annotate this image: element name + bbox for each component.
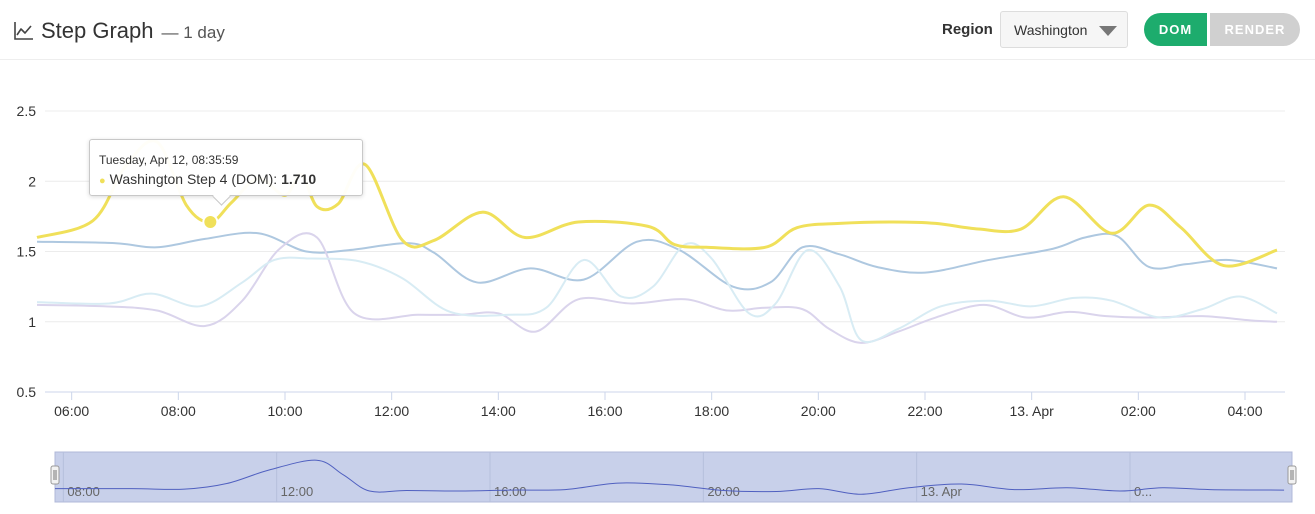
- y-axis: 0.5 1 1.5 2 2.5: [17, 103, 37, 400]
- series-line-2[interactable]: [36, 232, 1278, 344]
- x-axis: 06:00 08:00 10:00 12:00 14:00 16:00 18:00 20:00…: [45, 391, 1285, 419]
- x-tick-label: 20:00: [801, 403, 836, 419]
- x-tick-label: 06:00: [54, 403, 89, 419]
- y-tick-label: 0.5: [17, 384, 37, 400]
- x-tick-label: 10:00: [267, 403, 302, 419]
- tooltip-date: Tuesday, Apr 12, 08:35:59: [99, 153, 239, 167]
- region-select-value: Washington: [1014, 22, 1088, 38]
- y-tick-label: 1: [28, 314, 36, 330]
- region-label: Region: [942, 21, 993, 38]
- page-title: Step Graph: [41, 18, 154, 43]
- navigator-label: 12:00: [281, 484, 314, 499]
- x-tick-label: 18:00: [694, 403, 729, 419]
- tooltip-row: ● Washington Step 4 (DOM): 1.710: [99, 171, 316, 187]
- dom-toggle-button[interactable]: DOM: [1144, 13, 1207, 46]
- x-tick-label: 14:00: [481, 403, 516, 419]
- step-graph-chart: 0.5 1 1.5 2 2.5 06:00 08:00 10:00 12:00 14:00 16:…: [17, 103, 1297, 503]
- navigator-left-handle[interactable]: [50, 465, 60, 485]
- tooltip-series-label: Washington Step 4 (DOM):: [109, 171, 278, 187]
- navigator-label: 0...: [1134, 484, 1152, 499]
- page-subtitle: — 1 day: [161, 23, 225, 42]
- y-tick-label: 2.5: [17, 103, 37, 119]
- x-tick-label: 12:00: [374, 403, 409, 419]
- navigator-right-handle[interactable]: [1287, 465, 1297, 485]
- x-tick-label: 13. Apr: [1009, 403, 1054, 419]
- render-toggle-button[interactable]: RENDER: [1210, 13, 1300, 46]
- series-layer[interactable]: [36, 139, 1278, 344]
- navigator-label: 13. Apr: [921, 484, 963, 499]
- navigator[interactable]: 08:00 12:00 16:00 20:00 13. Apr 0...: [50, 451, 1297, 503]
- chevron-down-icon: [1099, 26, 1117, 36]
- region-select[interactable]: Washington: [1000, 11, 1128, 48]
- header: Step Graph — 1 day Region Washington DOM…: [0, 0, 1315, 60]
- x-tick-label: 22:00: [907, 403, 942, 419]
- y-tick-label: 2: [28, 173, 36, 189]
- series-line-1[interactable]: [36, 231, 1278, 291]
- title-block: Step Graph — 1 day: [13, 16, 225, 46]
- series-dot-icon: ●: [99, 175, 106, 187]
- navigator-label: 16:00: [494, 484, 527, 499]
- series-line-3[interactable]: [36, 242, 1278, 344]
- x-tick-label: 02:00: [1121, 403, 1156, 419]
- x-tick-label: 04:00: [1227, 403, 1262, 419]
- navigator-label: 08:00: [67, 484, 100, 499]
- navigator-series-line: [54, 459, 1285, 495]
- navigator-window[interactable]: [54, 451, 1293, 503]
- series-line-4[interactable]: [36, 139, 1278, 268]
- highlight-point[interactable]: [202, 214, 219, 231]
- navigator-label: 20:00: [707, 484, 740, 499]
- line-chart-icon: [14, 22, 33, 40]
- x-tick-label: 16:00: [587, 403, 622, 419]
- tooltip-value: 1.710: [281, 171, 317, 187]
- y-tick-label: 1.5: [17, 244, 37, 260]
- x-tick-label: 08:00: [161, 403, 196, 419]
- tooltip: Tuesday, Apr 12, 08:35:59 ● Washington St…: [89, 139, 363, 206]
